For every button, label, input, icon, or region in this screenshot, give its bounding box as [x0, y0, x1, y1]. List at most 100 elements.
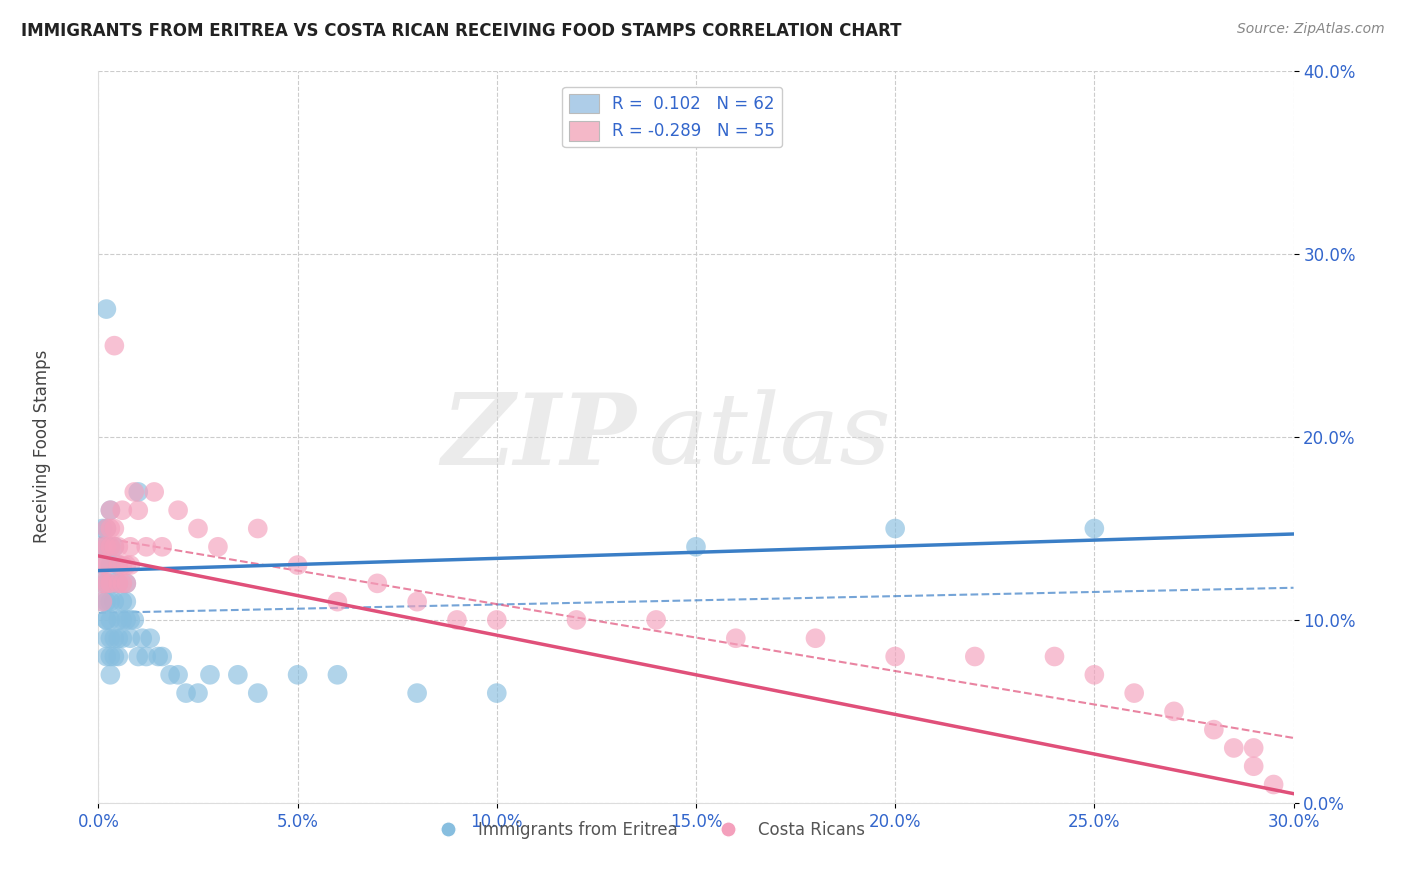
- Point: [115, 594, 138, 608]
- Point: [131, 632, 153, 646]
- Point: [107, 632, 129, 646]
- Text: Receiving Food Stamps: Receiving Food Stamps: [34, 350, 51, 542]
- Point: [103, 632, 125, 646]
- Point: [1243, 759, 1265, 773]
- Text: atlas: atlas: [648, 390, 891, 484]
- Point: [207, 540, 229, 554]
- Point: [103, 649, 125, 664]
- Point: [159, 667, 181, 681]
- Point: [91, 521, 114, 535]
- Point: [174, 686, 197, 700]
- Point: [124, 485, 146, 500]
- Point: [148, 649, 170, 664]
- Point: [565, 613, 588, 627]
- Point: [91, 540, 114, 554]
- Point: [127, 503, 149, 517]
- Point: [107, 613, 129, 627]
- Point: [96, 576, 118, 591]
- Point: [91, 594, 114, 608]
- Point: [111, 613, 134, 627]
- Point: [96, 521, 118, 535]
- Point: [724, 632, 747, 646]
- Point: [91, 576, 114, 591]
- Point: [246, 521, 269, 535]
- Point: [406, 686, 429, 700]
- Text: Source: ZipAtlas.com: Source: ZipAtlas.com: [1237, 22, 1385, 37]
- Point: [98, 503, 122, 517]
- Point: [96, 540, 118, 554]
- Point: [98, 594, 122, 608]
- Point: [107, 649, 129, 664]
- Point: [96, 301, 118, 317]
- Point: [884, 649, 907, 664]
- Point: [1243, 740, 1265, 755]
- Point: [187, 686, 209, 700]
- Point: [91, 540, 114, 554]
- Point: [127, 485, 149, 500]
- Point: [96, 540, 118, 554]
- Point: [150, 649, 173, 664]
- Point: [96, 649, 118, 664]
- Point: [963, 649, 986, 664]
- Point: [685, 540, 707, 554]
- Point: [98, 613, 122, 627]
- Point: [91, 558, 114, 573]
- Point: [98, 503, 122, 517]
- Point: [167, 503, 190, 517]
- Point: [326, 594, 349, 608]
- Point: [1123, 686, 1146, 700]
- Point: [107, 558, 129, 573]
- Point: [111, 632, 134, 646]
- Point: [187, 521, 209, 535]
- Legend: Immigrants from Eritrea, Costa Ricans: Immigrants from Eritrea, Costa Ricans: [425, 814, 872, 846]
- Point: [645, 613, 668, 627]
- Point: [111, 594, 134, 608]
- Point: [120, 540, 142, 554]
- Point: [115, 576, 138, 591]
- Point: [1083, 667, 1105, 681]
- Point: [103, 540, 125, 554]
- Point: [96, 576, 118, 591]
- Point: [96, 594, 118, 608]
- Point: [120, 632, 142, 646]
- Point: [1202, 723, 1225, 737]
- Point: [485, 686, 508, 700]
- Text: IMMIGRANTS FROM ERITREA VS COSTA RICAN RECEIVING FOOD STAMPS CORRELATION CHART: IMMIGRANTS FROM ERITREA VS COSTA RICAN R…: [21, 22, 901, 40]
- Text: ZIP: ZIP: [441, 389, 637, 485]
- Point: [124, 613, 146, 627]
- Point: [91, 576, 114, 591]
- Point: [198, 667, 221, 681]
- Point: [111, 558, 134, 573]
- Point: [103, 521, 125, 535]
- Point: [103, 594, 125, 608]
- Point: [406, 594, 429, 608]
- Point: [287, 558, 309, 573]
- Point: [246, 686, 269, 700]
- Point: [111, 503, 134, 517]
- Point: [485, 613, 508, 627]
- Point: [91, 558, 114, 573]
- Point: [120, 558, 142, 573]
- Point: [98, 576, 122, 591]
- Point: [139, 632, 162, 646]
- Point: [1163, 705, 1185, 719]
- Point: [98, 521, 122, 535]
- Point: [366, 576, 388, 591]
- Point: [1263, 778, 1285, 792]
- Point: [91, 594, 114, 608]
- Point: [107, 540, 129, 554]
- Point: [143, 485, 166, 500]
- Point: [98, 667, 122, 681]
- Point: [96, 632, 118, 646]
- Point: [150, 540, 173, 554]
- Point: [135, 649, 157, 664]
- Point: [115, 558, 138, 573]
- Point: [884, 521, 907, 535]
- Point: [226, 667, 249, 681]
- Point: [96, 558, 118, 573]
- Point: [96, 613, 118, 627]
- Point: [111, 576, 134, 591]
- Point: [167, 667, 190, 681]
- Point: [120, 613, 142, 627]
- Point: [98, 540, 122, 554]
